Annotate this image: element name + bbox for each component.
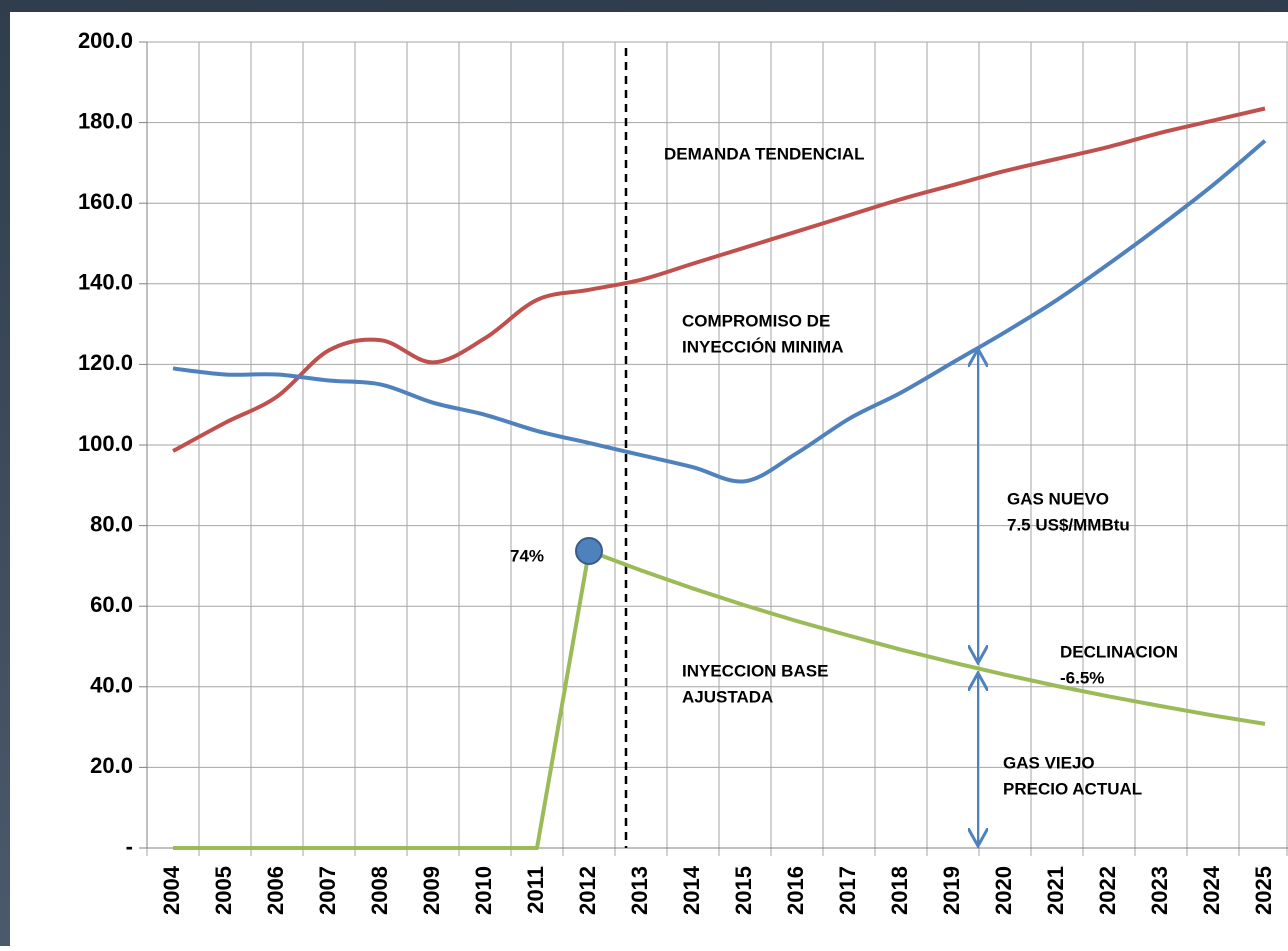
y-tick-label: 100.0 bbox=[78, 431, 133, 456]
x-tick-label: 2019 bbox=[939, 866, 964, 915]
annotation: PRECIO ACTUAL bbox=[1003, 779, 1142, 798]
x-tick-label: 2020 bbox=[991, 866, 1016, 915]
x-tick-label: 2013 bbox=[627, 866, 652, 915]
series-line bbox=[172, 106, 1266, 453]
x-tick-label: 2022 bbox=[1095, 866, 1120, 915]
annotation: GAS VIEJO bbox=[1003, 753, 1095, 772]
y-tick-label: 160.0 bbox=[78, 189, 133, 214]
x-tick-label: 2006 bbox=[263, 866, 288, 915]
x-tick-label: 2012 bbox=[575, 866, 600, 915]
x-tick-label: 2010 bbox=[471, 866, 496, 915]
y-tick-label: 180.0 bbox=[78, 108, 133, 133]
x-tick-label: 2016 bbox=[783, 866, 808, 915]
annotation: INYECCIÓN MINIMA bbox=[682, 337, 844, 356]
annotation: 74% bbox=[510, 546, 544, 565]
annotation: INYECCION BASE bbox=[682, 661, 828, 680]
annotation: COMPROMISO DE bbox=[682, 311, 830, 330]
annotation: -6.5% bbox=[1060, 668, 1104, 687]
annotation: 7.5 US$/MMBtu bbox=[1007, 515, 1130, 534]
x-tick-label: 2017 bbox=[835, 866, 860, 915]
x-tick-label: 2005 bbox=[211, 866, 236, 915]
x-tick-label: 2011 bbox=[523, 866, 548, 914]
x-tick-label: 2025 bbox=[1251, 866, 1276, 915]
y-tick-label: 20.0 bbox=[90, 753, 133, 778]
y-tick-label: 120.0 bbox=[78, 350, 133, 375]
annotation: GAS NUEVO bbox=[1007, 489, 1109, 508]
x-tick-label: 2015 bbox=[731, 866, 756, 915]
x-tick-label: 2004 bbox=[159, 865, 184, 915]
y-tick-label: 200.0 bbox=[78, 28, 133, 53]
x-tick-label: 2024 bbox=[1199, 865, 1224, 915]
plot-background bbox=[10, 12, 1288, 946]
y-tick-label: 140.0 bbox=[78, 270, 133, 295]
x-tick-label: 2023 bbox=[1147, 866, 1172, 915]
x-tick-label: 2014 bbox=[679, 865, 704, 915]
series-line bbox=[172, 139, 1267, 484]
x-tick-label: 2021 bbox=[1043, 866, 1068, 915]
annotation: DECLINACION bbox=[1060, 642, 1178, 661]
highlight-marker bbox=[575, 536, 603, 565]
y-tick-label: 80.0 bbox=[90, 511, 133, 536]
y-tick-label: 60.0 bbox=[90, 592, 133, 617]
y-tick-label: 40.0 bbox=[90, 673, 133, 698]
x-tick-label: 2018 bbox=[887, 866, 912, 915]
x-tick-label: 2008 bbox=[367, 866, 392, 915]
y-tick-label: - bbox=[126, 834, 133, 859]
annotation: AJUSTADA bbox=[682, 687, 773, 706]
x-tick-label: 2009 bbox=[419, 866, 444, 915]
x-tick-label: 2007 bbox=[315, 866, 340, 915]
annotation: DEMANDA TENDENCIAL bbox=[664, 144, 865, 163]
series-line bbox=[173, 548, 1266, 850]
